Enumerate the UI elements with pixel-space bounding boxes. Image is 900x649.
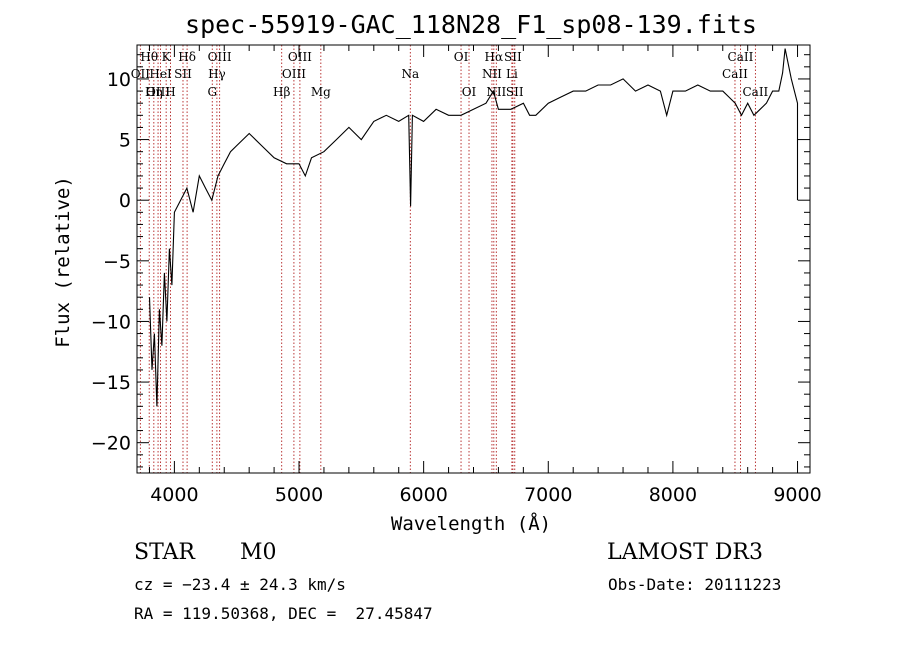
x-tick-label: 4000 <box>150 484 198 506</box>
y-axis-title: Flux (relative) <box>52 176 74 348</box>
line-label: OIII <box>282 67 306 81</box>
y-tick-label: −10 <box>91 311 131 333</box>
line-label: CaII <box>722 67 748 81</box>
line-label: SII <box>174 67 192 81</box>
line-label: NII <box>486 85 506 99</box>
redshift-text: cz = −23.4 ± 24.3 km/s <box>134 575 346 594</box>
line-label: SII <box>506 85 524 99</box>
line-label: K <box>162 50 172 64</box>
object-class: STAR <box>134 540 195 565</box>
line-label: Na <box>401 67 419 81</box>
line-label: OII <box>131 67 151 81</box>
line-label: Mg <box>311 85 331 99</box>
x-tick-label: 8000 <box>649 484 697 506</box>
y-tick-label: 10 <box>107 69 131 91</box>
line-label: OIII <box>288 50 312 64</box>
y-tick-label: −20 <box>91 433 131 455</box>
line-label: SII <box>504 50 522 64</box>
line-label: OI <box>462 85 477 99</box>
line-label: G <box>207 85 217 99</box>
object-subclass: M0 <box>240 540 277 565</box>
x-tick-label: 7000 <box>524 484 572 506</box>
line-label: Hη <box>145 85 163 99</box>
y-tick-label: 5 <box>119 130 131 152</box>
survey-name: LAMOST DR3 <box>607 540 763 565</box>
y-tick-label: −5 <box>103 251 131 273</box>
chart-title: spec-55919-GAC_118N28_F1_sp08-139.fits <box>185 10 757 39</box>
line-label: H <box>165 85 175 99</box>
line-label: Hα <box>485 50 504 64</box>
line-label: OI <box>454 50 469 64</box>
x-axis-title: Wavelength (Å) <box>391 512 551 535</box>
line-label: Hγ <box>208 67 226 81</box>
x-tick-label: 9000 <box>773 484 821 506</box>
line-label: Hδ <box>178 50 196 64</box>
x-tick-label: 5000 <box>275 484 323 506</box>
line-label: CaII <box>728 50 754 64</box>
line-label: OIII <box>208 50 232 64</box>
line-label: Hθ <box>140 50 158 64</box>
coordinates: RA = 119.50368, DEC = 27.45847 <box>134 604 433 623</box>
y-axis-ticks: −20 −15 −10 −5 0 5 10 <box>91 54 810 468</box>
line-label: Li <box>506 67 518 81</box>
y-tick-label: 0 <box>119 190 131 212</box>
spectral-line-labels: Hθ OII OIII K HeI Hη H SII Hδ OIII Hγ G OIII OIII Hβ Mg… <box>131 50 769 99</box>
spectrum-line <box>148 48 799 407</box>
spectral-line-markers <box>139 45 756 473</box>
x-tick-label: 6000 <box>399 484 447 506</box>
line-label: NII <box>482 67 502 81</box>
line-label: HeI <box>149 67 172 81</box>
x-axis-ticks: 4000 5000 6000 7000 8000 9000 <box>148 45 822 506</box>
y-tick-label: −15 <box>91 372 131 394</box>
line-label: CaII <box>742 85 768 99</box>
obs-date: Obs-Date: 20111223 <box>608 575 782 594</box>
line-label: OIII <box>146 85 170 99</box>
line-label: Hβ <box>273 85 290 99</box>
